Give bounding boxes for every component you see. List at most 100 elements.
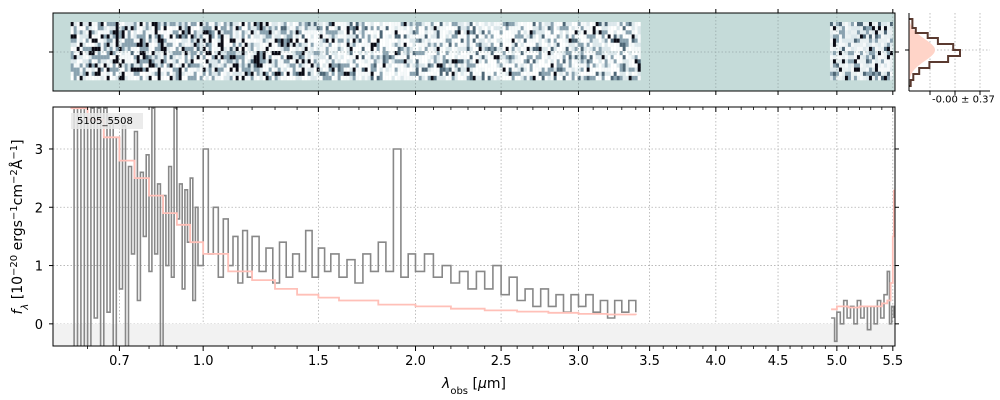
spectrum-2d-pixel <box>523 34 527 39</box>
spectrum-2d-pixel <box>139 42 143 48</box>
spectrum-2d-pixel <box>334 38 338 44</box>
spectrum-2d-pixel <box>142 67 146 73</box>
spectrum-2d-pixel <box>319 51 323 56</box>
spectrum-2d-pixel <box>229 38 233 44</box>
spectrum-2d-pixel <box>322 34 326 39</box>
spectrum-2d-pixel <box>430 42 434 48</box>
spectrum-2d-pixel <box>178 34 182 39</box>
spectrum-2d-pixel <box>583 51 587 56</box>
spectrum-2d-pixel <box>169 22 173 27</box>
spectrum-2d-pixel <box>211 67 215 73</box>
spectrum-2d-pixel <box>136 71 140 77</box>
spectrum-2d-pixel <box>319 30 323 35</box>
spectrum-2d-pixel <box>220 67 224 73</box>
spectrum-2d-pixel <box>580 30 584 35</box>
spectrum-2d-pixel <box>451 38 455 44</box>
spectrum-2d-pixel <box>514 22 518 27</box>
spectrum-2d-pixel <box>445 22 449 27</box>
spectrum-2d-pixel <box>190 59 194 64</box>
spectrum-2d-pixel <box>886 59 890 64</box>
x-tick-label-2.0: 2.0 <box>405 354 426 369</box>
spectrum-2d-pixel <box>289 63 293 68</box>
spectrum-2d-pixel <box>430 51 434 56</box>
spectrum-2d-pixel <box>337 22 341 27</box>
spectrum-2d-pixel <box>223 42 227 48</box>
spectrum-2d-pixel <box>844 51 848 56</box>
spectrum-2d-pixel <box>577 34 581 39</box>
spectrum-2d-pixel <box>595 55 599 60</box>
spectrum-2d-pixel <box>577 42 581 48</box>
spectrum-2d-pixel <box>265 63 269 68</box>
spectrum-2d-pixel <box>202 75 206 81</box>
spectrum-2d-pixel <box>430 26 434 31</box>
spectrum-2d-pixel <box>559 30 563 35</box>
spectrum-2d-pixel <box>319 67 323 73</box>
spectrum-2d-pixel <box>268 75 272 81</box>
spectrum-2d-pixel <box>79 75 83 81</box>
spectrum-2d-pixel <box>559 22 563 27</box>
spectrum-2d-pixel <box>349 71 353 77</box>
spectrum-2d-pixel <box>178 67 182 73</box>
spectrum-2d-pixel <box>460 42 464 48</box>
spectrum-2d-pixel <box>328 22 332 27</box>
spectrum-2d-pixel <box>352 71 356 77</box>
spectrum-2d-pixel <box>145 42 149 48</box>
spectrum-2d-pixel <box>73 71 77 77</box>
spectrum-2d-pixel <box>214 26 218 31</box>
spectrum-2d-pixel <box>589 34 593 39</box>
spectrum-2d-pixel <box>211 46 215 52</box>
spectrum-2d-pixel <box>73 75 77 81</box>
spectrum-2d-pixel <box>604 59 608 64</box>
spectrum-2d-pixel <box>421 55 425 60</box>
spectrum-2d-pixel <box>538 75 542 81</box>
spectrum-2d-pixel <box>328 38 332 44</box>
spectrum-2d-pixel <box>304 46 308 52</box>
spectrum-2d-pixel <box>370 42 374 48</box>
spectrum-2d-pixel <box>535 30 539 35</box>
spectrum-2d-pixel <box>100 59 104 64</box>
spectrum-2d-pixel <box>277 75 281 81</box>
spectrum-2d-pixel <box>865 55 869 60</box>
spectrum-2d-pixel <box>484 26 488 31</box>
spectrum-2d-pixel <box>184 42 188 48</box>
spectrum-2d-pixel <box>307 75 311 81</box>
spectrum-2d-pixel <box>637 46 641 52</box>
spectrum-2d-pixel <box>598 59 602 64</box>
spectrum-2d-pixel <box>562 46 566 52</box>
spectrum-2d-pixel <box>433 34 437 39</box>
spectrum-2d-pixel <box>526 42 530 48</box>
spectrum-2d-pixel <box>424 67 428 73</box>
spectrum-2d-pixel <box>358 55 362 60</box>
spectrum-2d-pixel <box>553 55 557 60</box>
spectrum-2d-pixel <box>538 67 542 73</box>
spectrum-2d-pixel <box>91 42 95 48</box>
spectrum-2d-pixel <box>127 63 131 68</box>
spectrum-2d-pixel <box>496 51 500 56</box>
spectrum-2d-pixel <box>136 38 140 44</box>
spectrum-2d-pixel <box>601 59 605 64</box>
spectrum-2d-pixel <box>229 30 233 35</box>
spectrum-2d-pixel <box>118 26 122 31</box>
spectrum-2d-pixel <box>832 46 836 52</box>
spectrum-2d-pixel <box>211 71 215 77</box>
spectrum-2d-pixel <box>139 34 143 39</box>
spectrum-2d-pixel <box>556 46 560 52</box>
spectrum-2d-pixel <box>220 63 224 68</box>
spectrum-2d-pixel <box>880 46 884 52</box>
spectrum-2d-pixel <box>469 51 473 56</box>
spectrum-2d-pixel <box>340 63 344 68</box>
spectrum-2d-pixel <box>544 30 548 35</box>
spectrum-2d-pixel <box>856 63 860 68</box>
spectrum-2d-pixel <box>241 71 245 77</box>
spectrum-2d-pixel <box>238 59 242 64</box>
spectrum-2d-pixel <box>175 55 179 60</box>
spectrum-2d-pixel <box>97 46 101 52</box>
spectrum-2d-pixel <box>304 59 308 64</box>
spectrum-2d-pixel <box>880 26 884 31</box>
spectrum-2d-pixel <box>466 75 470 81</box>
spectrum-2d-pixel <box>187 75 191 81</box>
spectrum-2d-pixel <box>313 75 317 81</box>
spectrum-2d-pixel <box>871 67 875 73</box>
spectrum-2d-pixel <box>103 34 107 39</box>
spectrum-2d-pixel <box>151 51 155 56</box>
